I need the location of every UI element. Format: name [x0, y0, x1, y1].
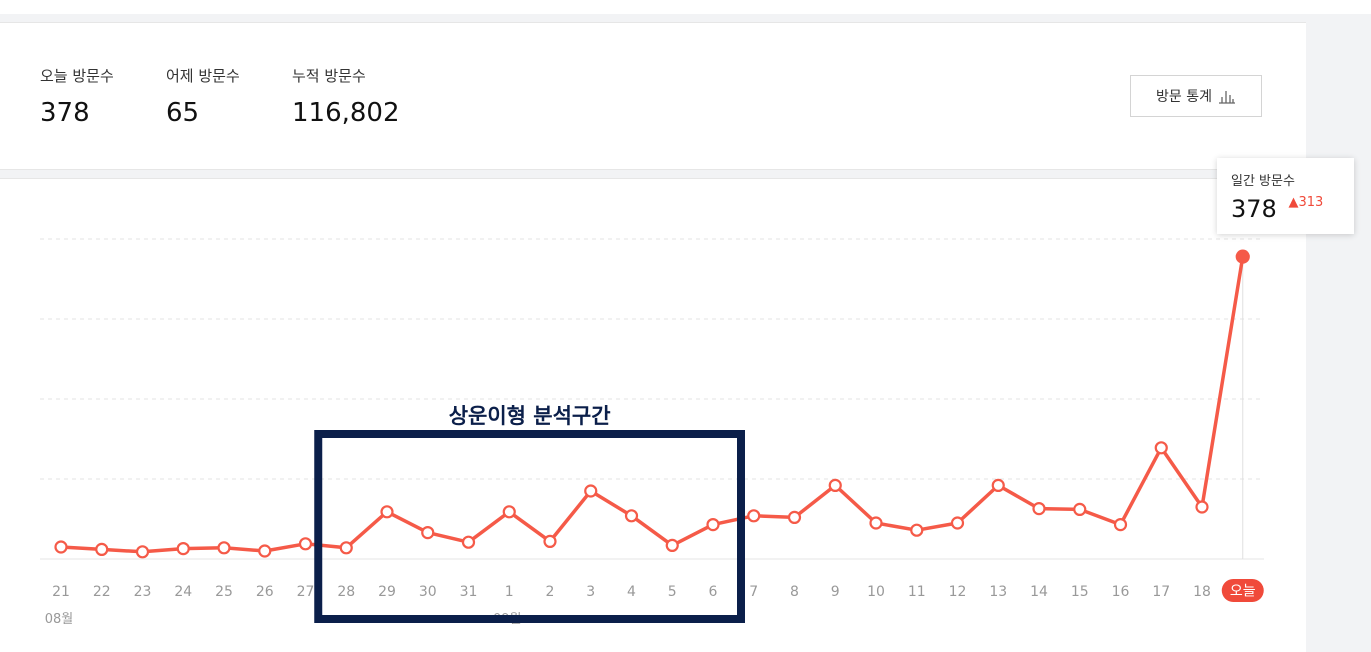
- data-point-2[interactable]: [543, 534, 557, 548]
- x-tick-label: 24: [174, 584, 192, 600]
- data-point-17[interactable]: [1154, 441, 1168, 455]
- yesterday-visits-stat: 어제 방문수 65: [166, 65, 240, 128]
- daily-visits-chart-card: 21 22 23 24 25 26 27 28 29 30 31 1 2 3 4 5 6 7 8 9 10 11 12 13 1…: [0, 178, 1306, 652]
- x-tick-label: 1: [505, 584, 514, 600]
- up-triangle-icon: ▲: [1288, 195, 1299, 210]
- tooltip-label: 일간 방문수: [1231, 174, 1295, 189]
- x-tick-label: 13: [989, 584, 1007, 600]
- visits-series-line: [60, 256, 1245, 554]
- x-tick-label: 3: [586, 584, 595, 600]
- today-visits-stat: 오늘 방문수 378: [40, 65, 114, 128]
- x-tick-label: 23: [134, 584, 152, 600]
- data-point-31[interactable]: [461, 535, 476, 549]
- top-band: [0, 0, 1371, 14]
- x-tick-label: 21: [52, 584, 70, 600]
- data-point-23[interactable]: [135, 545, 150, 559]
- data-point-22[interactable]: [95, 542, 109, 556]
- x-tick-label: 31: [460, 584, 478, 600]
- x-tick-label: 11: [908, 584, 926, 600]
- today-visits-value: 378: [40, 98, 90, 128]
- data-point-1[interactable]: [502, 505, 516, 519]
- x-tick-label: 7: [749, 584, 758, 600]
- data-point-5[interactable]: [665, 538, 679, 552]
- x-tick-label: 27: [297, 584, 315, 600]
- yesterday-visits-value: 65: [166, 98, 200, 128]
- x-tick-label: 30: [419, 584, 437, 600]
- today-visits-label: 오늘 방문수: [40, 67, 114, 85]
- x-tick-label: 6: [709, 584, 718, 600]
- data-point-16[interactable]: [1113, 518, 1128, 532]
- data-point-13[interactable]: [991, 478, 1005, 492]
- tooltip-value: 378: [1231, 195, 1277, 223]
- total-visits-value: 116,802: [292, 98, 400, 128]
- data-point-8[interactable]: [787, 510, 802, 524]
- total-visits-label: 누적 방문수: [292, 67, 366, 85]
- x-month-label: 08월: [45, 612, 74, 627]
- yesterday-visits-label: 어제 방문수: [166, 67, 240, 85]
- analysis-range-label: 상운이형 분석구간: [449, 404, 611, 428]
- data-point-21[interactable]: [54, 540, 68, 554]
- x-tick-label: 22: [93, 584, 111, 600]
- x-tick-label: 29: [378, 584, 396, 600]
- visit-stats-button-label: 방문 통계: [1156, 89, 1212, 105]
- chart-tooltip: 일간 방문수 378 ▲313: [1217, 158, 1354, 234]
- x-tick-label: 25: [215, 584, 233, 600]
- daily-visits-chart: 21 22 23 24 25 26 27 28 29 30 31 1 2 3 4 5 6 7 8 9 10 11 12 13 1…: [40, 238, 1264, 627]
- data-point-26[interactable]: [258, 544, 272, 558]
- data-point-10[interactable]: [869, 516, 883, 530]
- x-tick-label: 17: [1152, 584, 1170, 600]
- x-tick-label: 16: [1112, 584, 1130, 600]
- data-point-25[interactable]: [217, 541, 231, 555]
- x-tick-label: 12: [949, 584, 967, 600]
- x-tick-label: 8: [790, 584, 799, 600]
- data-point-18[interactable]: [1195, 500, 1209, 514]
- x-tick-label: 28: [337, 584, 355, 600]
- x-tick-label: 2: [546, 584, 555, 600]
- data-point-11[interactable]: [910, 523, 924, 537]
- data-point-3[interactable]: [584, 484, 598, 498]
- data-point-7[interactable]: [747, 509, 761, 523]
- data-point-4[interactable]: [624, 509, 639, 523]
- tooltip-delta: 313: [1298, 195, 1324, 210]
- today-badge: [1221, 579, 1264, 602]
- data-point-27[interactable]: [298, 537, 313, 551]
- x-tick-label: 5: [668, 584, 677, 600]
- x-tick-label: 오늘: [1230, 584, 1256, 600]
- data-point-12[interactable]: [950, 516, 965, 530]
- x-tick-label: 9: [831, 584, 840, 600]
- data-point-오늘[interactable]: [1235, 249, 1250, 264]
- data-point-30[interactable]: [421, 526, 435, 540]
- data-point-6[interactable]: [706, 518, 720, 532]
- data-point-9[interactable]: [828, 478, 842, 492]
- x-tick-label: 18: [1193, 584, 1211, 600]
- visit-stats-card: 오늘 방문수 378 어제 방문수 65 누적 방문수 116,802 방문 통…: [0, 22, 1306, 170]
- x-tick-label: 10: [867, 584, 885, 600]
- x-tick-label: 4: [627, 584, 636, 600]
- x-tick-label: 15: [1071, 584, 1089, 600]
- data-point-28[interactable]: [339, 541, 353, 555]
- data-point-24[interactable]: [176, 542, 190, 556]
- data-point-15[interactable]: [1073, 502, 1087, 516]
- analysis-range-box: [314, 430, 745, 623]
- x-tick-label: 14: [1030, 584, 1048, 600]
- visit-stats-button[interactable]: 방문 통계: [1130, 75, 1262, 117]
- total-visits-stat: 누적 방문수 116,802: [292, 65, 400, 128]
- bar-chart-icon: [1218, 91, 1235, 104]
- data-point-14[interactable]: [1032, 502, 1046, 516]
- x-tick-label: 26: [256, 584, 274, 600]
- data-point-29[interactable]: [380, 505, 394, 519]
